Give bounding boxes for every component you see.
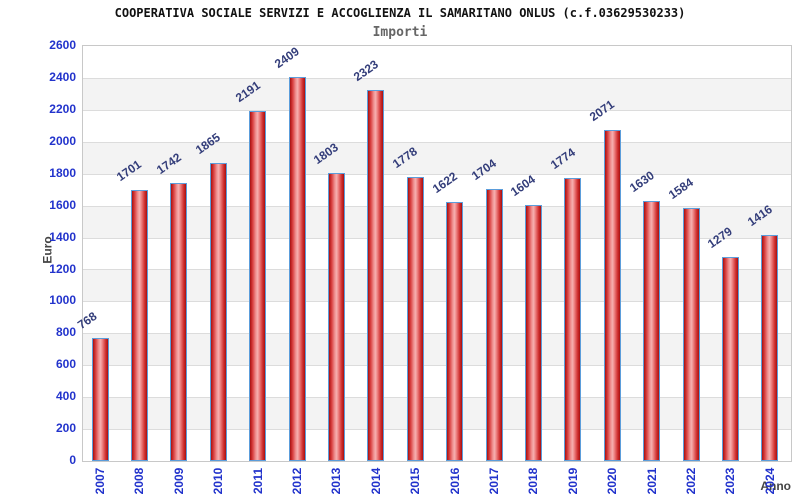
y-tick-label: 2600: [49, 38, 76, 52]
y-tick-label: 600: [55, 357, 76, 372]
gridline: [83, 77, 791, 79]
y-tick-label: 0: [69, 453, 76, 467]
bar-2021: [643, 200, 661, 461]
x-tick-label: 2008: [132, 467, 147, 495]
gridline: [83, 109, 791, 111]
x-tick-label: 2015: [408, 467, 423, 495]
grid-band: [83, 141, 791, 174]
bar-2009: [170, 183, 188, 461]
bar-2018: [524, 205, 542, 461]
x-tick-label: 2023: [723, 467, 738, 495]
bar-2019: [564, 177, 582, 461]
grid-band: [83, 205, 791, 238]
x-tick-label: 2007: [93, 467, 107, 495]
gridline: [83, 141, 791, 143]
gridline: [83, 205, 791, 207]
grid-band: [83, 109, 791, 142]
x-tick-label: 2018: [526, 467, 541, 495]
bar-2008: [130, 189, 148, 461]
bar-2011: [249, 111, 267, 461]
y-tick-label: 1400: [49, 229, 76, 244]
y-tick-label: 2200: [49, 101, 76, 116]
gridline: [83, 333, 791, 335]
gridline: [83, 301, 791, 303]
grid-band: [83, 237, 791, 270]
x-tick-label: 2022: [684, 467, 698, 495]
plot-area: 768 1701 1742 1865 2191 2409 1803 2323 1778 1622 1…: [75, 44, 792, 462]
x-tick-label: 2011: [250, 467, 265, 495]
gridline: [83, 237, 791, 239]
gridline: [83, 429, 791, 431]
y-tick-label: 800: [55, 325, 76, 340]
gridline: [83, 365, 791, 367]
y-tick-label: 200: [55, 421, 76, 436]
bar-2012: [288, 76, 306, 461]
x-tick-label: 2020: [605, 467, 620, 495]
y-tick-label: 1600: [49, 197, 76, 212]
x-tick-label: 2010: [211, 467, 226, 495]
x-tick-label: 2012: [290, 467, 304, 495]
chart-title: COOPERATIVA SOCIALE SERVIZI E ACCOGLIENZ…: [114, 6, 686, 20]
x-tick-label: 2019: [565, 467, 580, 495]
bar-2015: [406, 177, 424, 461]
grid-band: [83, 46, 791, 78]
grid-band: [83, 301, 791, 334]
x-tick-label: 2024: [762, 467, 777, 495]
y-tick-label: 400: [55, 389, 76, 404]
y-tick-label: 1800: [49, 165, 76, 180]
grid-band: [83, 429, 791, 461]
x-tick-label: 2021: [644, 467, 659, 495]
x-tick-label: 2014: [368, 467, 383, 495]
chart-subtitle: Importi: [372, 25, 428, 40]
grid-band: [83, 173, 791, 206]
x-tick-label: 2016: [447, 467, 462, 495]
y-tick-label: 1000: [49, 293, 76, 308]
y-tick-label: 2000: [49, 133, 76, 148]
x-tick-label: 2013: [329, 467, 344, 495]
y-tick-label: 1200: [49, 261, 76, 276]
grid-band: [83, 333, 791, 366]
bar-2016: [446, 202, 464, 461]
bar-2007: [91, 338, 109, 461]
y-tick-label: 2400: [49, 69, 76, 84]
x-axis-title: Anno: [760, 479, 791, 493]
bar-2022: [682, 208, 700, 461]
grid-band: [83, 397, 791, 430]
gridline: [83, 397, 791, 399]
gridline: [83, 173, 791, 175]
grid-band: [83, 365, 791, 398]
bar-2024: [761, 235, 779, 461]
bar-2020: [603, 130, 621, 461]
bar-2017: [485, 189, 503, 461]
bar-2023: [721, 256, 739, 461]
bar-2010: [209, 163, 227, 461]
x-tick-label: 2017: [487, 467, 501, 495]
bar-2013: [327, 173, 345, 461]
x-tick-label: 2009: [171, 467, 186, 495]
bar-2014: [367, 90, 385, 461]
gridline: [83, 269, 791, 271]
grid-band: [83, 77, 791, 110]
grid-band: [83, 269, 791, 302]
